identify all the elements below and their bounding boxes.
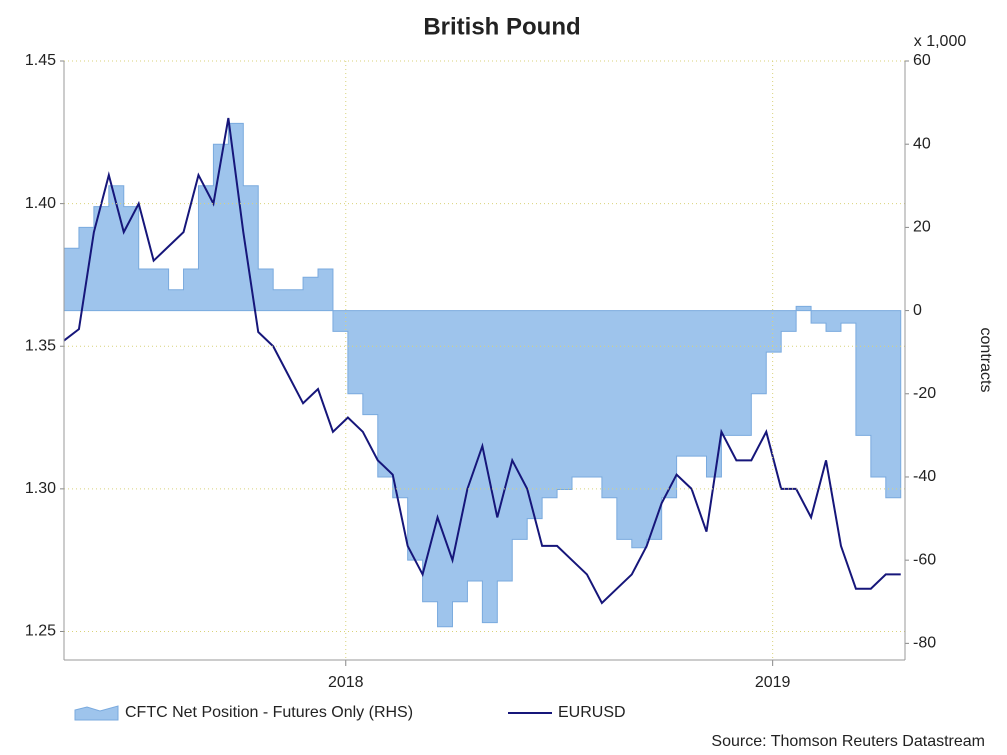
y-tick-label: 1.40 <box>25 195 56 212</box>
y-tick-label: 1.45 <box>25 52 56 69</box>
y2-tick-label: -40 <box>913 468 936 485</box>
y2-tick-label: -60 <box>913 551 936 568</box>
y-tick-label: 1.30 <box>25 480 56 497</box>
y2-tick-label: 0 <box>913 302 922 319</box>
area <box>63 122 902 628</box>
x-tick-label: 2018 <box>328 674 364 691</box>
line <box>63 117 901 605</box>
legend-label: CFTC Net Position - Futures Only (RHS) <box>125 704 413 721</box>
y2-axis-label: contracts <box>977 328 994 393</box>
y2-tick-label: -80 <box>913 635 936 652</box>
y2-tick-label: 20 <box>913 219 931 236</box>
y2-unit: x 1,000 <box>914 33 967 50</box>
chart-title: British Pound <box>423 13 580 40</box>
y2-tick-label: -20 <box>913 385 936 402</box>
y2-tick-label: 60 <box>913 52 931 69</box>
source: Source: Thomson Reuters Datastream <box>711 733 985 750</box>
y-tick-label: 1.35 <box>25 337 56 354</box>
y-tick-label: 1.25 <box>25 623 56 640</box>
y2-tick-label: 40 <box>913 135 931 152</box>
legend-swatch <box>74 705 119 721</box>
legend-label: EURUSD <box>558 704 626 721</box>
x-tick-label: 2019 <box>755 674 791 691</box>
